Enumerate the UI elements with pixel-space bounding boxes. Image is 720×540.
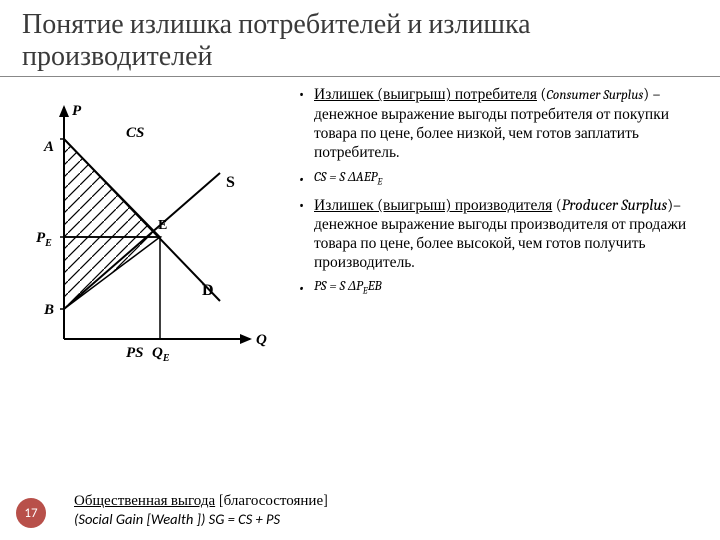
bullet-cs-formula: CS = S ΔAEPE (296, 170, 708, 188)
triangle: Δ (348, 170, 356, 185)
triangle2: Δ (348, 279, 356, 294)
svg-text:B: B (43, 302, 54, 318)
ps-term-latin: Producer Surplus (562, 196, 668, 214)
footer-block: Общественная выгода [благосостояние] (So… (0, 490, 720, 530)
svg-text:E: E (158, 218, 167, 233)
svg-text:P: P (72, 103, 82, 119)
bullet-ps-formula: PS = S ΔPEEB (296, 279, 708, 297)
surplus-chart: P Q A B PE E QE CS PS S D (20, 89, 280, 379)
bullet-consumer-surplus: Излишек (выигрыш) потребителя (Consumer … (296, 85, 708, 161)
ps-eq: PS = S (314, 279, 348, 294)
aep-sub: E (377, 176, 382, 187)
svg-text:QE: QE (152, 345, 170, 364)
aep: AEP (356, 170, 377, 185)
cs-eq: CS = S (314, 170, 348, 185)
peb-eb: EB (368, 279, 382, 294)
svg-text:S: S (226, 174, 235, 191)
content-row: PQABPEEQECSPSSD Излишек (выигрыш) потреб… (0, 83, 720, 379)
page-number-badge: 17 (16, 498, 46, 528)
svg-text:CS: CS (126, 125, 144, 141)
svg-text:PE: PE (36, 230, 52, 249)
slide-title: Понятие излишка потребителей и излишка п… (0, 0, 720, 77)
bullet-producer-surplus: Излишек (выигрыш) производителя (Produce… (296, 196, 708, 272)
chart-column: P Q A B PE E QE CS PS S D (20, 83, 290, 379)
svg-text:A: A (43, 139, 54, 155)
cs-term-latin: Consumer Surplus (546, 88, 643, 103)
cs-term-underline: Излишек (выигрыш) потребителя (314, 85, 537, 103)
peb-p: P (356, 279, 363, 294)
svg-text:PS: PS (126, 345, 144, 361)
footer-line2: (Social Gain [Wealth ]) SG = CS + PS (74, 510, 720, 530)
svg-text:D: D (202, 282, 214, 299)
social-gain-bracket: [благосостояние] (215, 491, 328, 509)
ps-term-underline: Излишек (выигрыш) производителя (314, 196, 552, 214)
footer-line1: Общественная выгода [благосостояние] (74, 490, 720, 510)
text-column: Излишек (выигрыш) потребителя (Consumer … (290, 83, 708, 379)
svg-text:Q: Q (256, 332, 267, 348)
social-gain-ru: Общественная выгода (74, 491, 215, 509)
